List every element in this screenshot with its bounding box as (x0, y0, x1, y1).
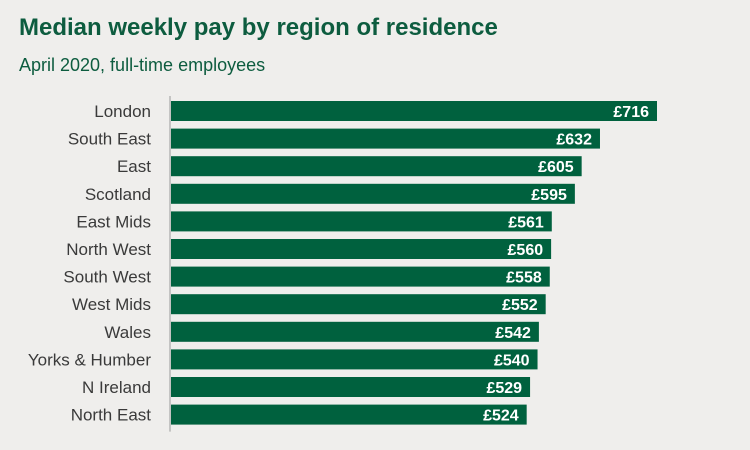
value-label: £542 (495, 325, 531, 342)
category-label: East Mids (76, 212, 151, 231)
value-label: £716 (613, 104, 649, 121)
category-label: Yorks & Humber (28, 350, 151, 369)
category-label: N Ireland (82, 378, 151, 397)
chart-subtitle: April 2020, full-time employees (19, 55, 266, 75)
value-label: £552 (502, 297, 538, 314)
bar (171, 404, 527, 425)
value-label: £524 (483, 408, 519, 425)
category-label: South East (68, 130, 151, 149)
bar (171, 349, 538, 370)
value-label: £558 (506, 270, 542, 287)
category-label: Wales (104, 323, 151, 342)
value-label: £529 (486, 380, 522, 397)
bar (171, 266, 550, 287)
value-label: £560 (508, 242, 544, 259)
category-label: Scotland (85, 185, 151, 204)
chart-title: Median weekly pay by region of residence (19, 14, 498, 41)
bar (171, 377, 531, 397)
category-label: West Mids (72, 295, 151, 314)
category-label: East (117, 157, 151, 176)
category-label: South West (63, 268, 151, 287)
category-label: North West (66, 240, 151, 259)
bar (171, 211, 552, 232)
value-label: £595 (531, 187, 567, 204)
bar (171, 183, 575, 204)
bar (171, 239, 552, 259)
value-label: £605 (538, 159, 574, 176)
value-label: £632 (556, 132, 592, 149)
category-label: London (94, 102, 151, 121)
bar (171, 321, 539, 342)
value-label: £540 (494, 352, 530, 369)
value-label: £561 (508, 214, 544, 231)
category-label: North East (71, 406, 152, 425)
bar (171, 128, 600, 149)
bar (171, 101, 657, 121)
bar (171, 294, 546, 315)
bar (171, 156, 582, 177)
